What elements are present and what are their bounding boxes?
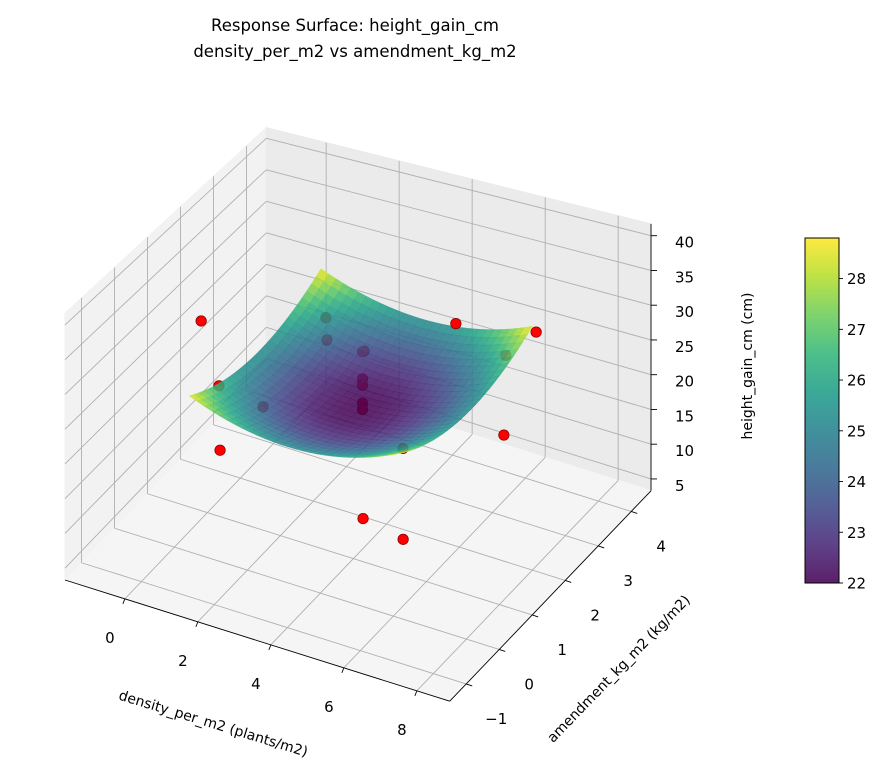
z-tick-label: 5	[675, 477, 685, 495]
colorbar-tick-label: 28	[847, 270, 866, 288]
colorbar-tick-label: 23	[847, 524, 866, 542]
x-tick	[122, 598, 126, 605]
chart-subtitle: density_per_m2 vs amendment_kg_m2	[193, 42, 516, 62]
colorbar-gradient	[804, 237, 840, 584]
points-front	[195, 315, 542, 545]
z-gridline	[266, 169, 652, 271]
z-gridline	[64, 232, 267, 430]
colorbar-tick-label: 25	[847, 422, 866, 440]
z-gridline	[64, 295, 267, 500]
y-tick	[565, 580, 572, 583]
x-gridline	[416, 480, 619, 692]
y-tick	[466, 683, 473, 687]
z-axis-label: height_gain_cm (cm)	[740, 293, 756, 440]
colorbar-tick-label: 27	[847, 321, 866, 339]
x-tick	[341, 667, 345, 674]
x-tick	[268, 644, 272, 651]
z-tick-label: 15	[675, 407, 694, 425]
data-point	[397, 533, 409, 545]
x-tick	[195, 621, 199, 628]
z-tick-label: 20	[675, 373, 694, 391]
y-tick-label: −1	[485, 710, 507, 728]
y-tick-label: 1	[557, 641, 567, 659]
y-tick-label: 2	[590, 606, 600, 624]
data-point	[450, 318, 462, 330]
z-gridline	[266, 232, 652, 341]
surface	[188, 268, 533, 458]
y-gridline	[180, 458, 566, 581]
y-tick	[598, 545, 605, 549]
data-point	[357, 513, 369, 525]
y-tick-label: 4	[656, 537, 666, 555]
data-point	[214, 444, 226, 456]
colorbar: 22 23 24 25 26 27 28	[804, 237, 866, 593]
colorbar-tick-label: 26	[847, 372, 866, 390]
y-tick	[631, 511, 638, 514]
data-point	[498, 429, 510, 441]
tick-labels: 0 2 4 6 8 −1 0 1 2 3 4 5 10 15 20 25 30 35 40	[105, 234, 694, 739]
x-gridline	[270, 434, 473, 646]
y-gridline	[114, 527, 500, 650]
z-gridline	[266, 137, 652, 237]
z-gridline	[64, 138, 267, 326]
z-tick-label: 10	[675, 442, 694, 460]
x-gridline	[343, 457, 546, 669]
grid-lines	[64, 137, 652, 692]
z-gridline	[64, 169, 267, 361]
x-tick	[414, 690, 418, 697]
x-tick-label: 0	[105, 629, 115, 647]
y-tick-label: 0	[524, 675, 534, 693]
y-gridline	[147, 493, 533, 616]
y-tick	[499, 649, 506, 652]
x-axis-label: density_per_m2 (plants/m2)	[117, 688, 310, 761]
y-axis-line	[449, 490, 652, 702]
y-axis-label: amendment_kg_m2 (kg/m2)	[544, 592, 693, 746]
z-gridline	[266, 200, 652, 306]
colorbar-tick-label: 24	[847, 473, 866, 491]
z-tick-label: 25	[675, 338, 694, 356]
z-tick-label: 30	[675, 303, 694, 321]
z-gridline	[64, 327, 267, 534]
z-tick-label: 40	[675, 234, 694, 252]
y-gridline	[81, 562, 467, 685]
y-tick-label: 3	[623, 572, 633, 590]
surface-cell	[392, 451, 406, 455]
chart-title: Response Surface: height_gain_cm	[211, 16, 499, 36]
y-gridline	[213, 424, 599, 547]
z-gridline	[64, 264, 267, 465]
axes-panes	[64, 126, 652, 702]
z-tick-label: 35	[675, 268, 694, 286]
x-tick-label: 4	[251, 675, 261, 693]
axis-lines	[64, 223, 658, 702]
z-gridline	[64, 201, 267, 395]
x-axis-line	[64, 579, 450, 702]
y-tick	[532, 614, 539, 618]
x-tick-label: 8	[397, 721, 407, 739]
x-tick-label: 6	[324, 698, 334, 716]
colorbar-tick-label: 22	[847, 575, 866, 593]
data-point	[195, 315, 207, 327]
x-tick-label: 2	[178, 652, 188, 670]
data-point	[530, 326, 542, 338]
